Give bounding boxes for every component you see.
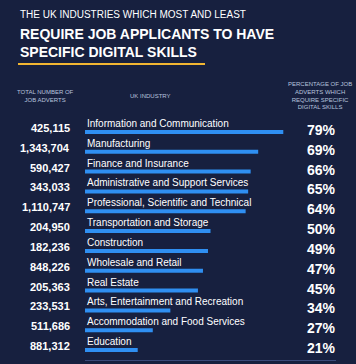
svg-text:881,312: 881,312 (30, 340, 70, 352)
svg-text:Construction: Construction (87, 237, 143, 248)
svg-text:Information and Communication: Information and Communication (87, 118, 229, 129)
svg-text:66%: 66% (307, 162, 336, 178)
svg-text:182,236: 182,236 (30, 241, 70, 253)
svg-text:SPECIFIC DIGITAL SKILLS: SPECIFIC DIGITAL SKILLS (20, 44, 197, 60)
svg-text:590,427: 590,427 (30, 162, 70, 174)
svg-text:49%: 49% (307, 241, 336, 257)
svg-text:45%: 45% (307, 281, 336, 297)
svg-text:Administrative and Support Ser: Administrative and Support Services (87, 177, 248, 188)
svg-text:79%: 79% (307, 122, 336, 138)
svg-text:Transportation and Storage: Transportation and Storage (87, 217, 209, 228)
svg-text:UK INDUSTRY: UK INDUSTRY (130, 93, 171, 99)
svg-text:1,110,747: 1,110,747 (22, 201, 70, 213)
svg-text:Finance and Insurance: Finance and Insurance (87, 158, 189, 169)
svg-text:343,033: 343,033 (30, 181, 70, 193)
svg-text:50%: 50% (307, 221, 336, 237)
svg-text:233,531: 233,531 (30, 300, 70, 312)
svg-text:Manufacturing: Manufacturing (87, 138, 150, 149)
svg-text:425,115: 425,115 (31, 122, 70, 134)
svg-text:1,343,704: 1,343,704 (20, 142, 70, 154)
svg-text:204,950: 204,950 (30, 221, 70, 233)
svg-text:511,686: 511,686 (31, 320, 70, 332)
svg-text:Wholesale and Retail: Wholesale and Retail (87, 257, 182, 268)
svg-text:64%: 64% (307, 201, 336, 217)
svg-text:69%: 69% (307, 142, 336, 158)
svg-text:21%: 21% (307, 340, 336, 356)
svg-text:47%: 47% (307, 261, 336, 277)
svg-text:Professional, Scientific and T: Professional, Scientific and Technical (87, 197, 251, 208)
svg-text:27%: 27% (307, 320, 336, 336)
svg-text:Accommodation and Food Service: Accommodation and Food Services (87, 316, 245, 327)
svg-text:THE UK INDUSTRIES WHICH MOST A: THE UK INDUSTRIES WHICH MOST AND LEAST (20, 9, 246, 20)
svg-text:PERCENTAGE OF JOBADVERTS WHICH: PERCENTAGE OF JOBADVERTS WHICHREQUIRE SP… (288, 81, 352, 110)
svg-text:65%: 65% (307, 181, 336, 197)
svg-text:34%: 34% (307, 300, 336, 316)
svg-text:205,363: 205,363 (30, 281, 70, 293)
svg-text:TOTAL NUMBER OFJOB ADVERTS: TOTAL NUMBER OFJOB ADVERTS (17, 89, 74, 103)
svg-text:848,226: 848,226 (30, 261, 70, 273)
svg-text:Arts, Entertainment and Recrea: Arts, Entertainment and Recreation (87, 296, 243, 307)
svg-text:Education: Education (87, 336, 131, 347)
svg-text:Real Estate: Real Estate (87, 277, 139, 288)
svg-text:REQUIRE JOB APPLICANTS TO HAVE: REQUIRE JOB APPLICANTS TO HAVE (20, 26, 274, 42)
